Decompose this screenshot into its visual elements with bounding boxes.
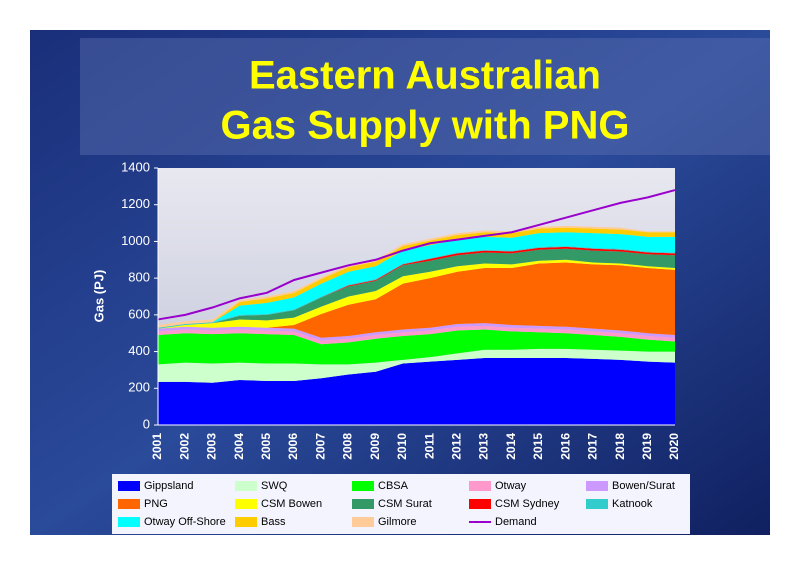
- x-tick-label: 2013: [477, 433, 491, 460]
- y-tick-label: 400: [128, 343, 150, 358]
- legend-label: Gilmore: [378, 516, 417, 528]
- legend-label: Bass: [261, 516, 286, 528]
- legend-swatch: [235, 481, 257, 491]
- x-tick-label: 2009: [368, 433, 382, 460]
- x-tick-label: 2019: [640, 433, 654, 460]
- x-tick-label: 2015: [531, 433, 545, 460]
- legend-label: Gippsland: [144, 480, 194, 492]
- legend-swatch: [586, 499, 608, 509]
- y-tick-label: 0: [143, 416, 150, 431]
- demand-line: [157, 189, 676, 321]
- legend-label: Otway: [495, 480, 527, 492]
- x-tick-label: 2006: [286, 433, 300, 460]
- chart-subtitle: Gas Supply with PNG: [221, 104, 630, 148]
- y-tick-label: 800: [128, 270, 150, 285]
- x-tick-label: 2007: [313, 433, 327, 460]
- y-tick-label: 1200: [121, 196, 150, 211]
- legend-label: Katnook: [612, 498, 653, 510]
- legend-label: CSM Surat: [378, 498, 432, 510]
- area: [158, 357, 675, 425]
- x-tick-label: 2008: [341, 433, 355, 460]
- legend-swatch: [469, 499, 491, 509]
- y-axis-label: Gas (PJ): [91, 270, 106, 323]
- legend-label: Otway Off-Shore: [144, 516, 226, 528]
- area: [158, 323, 675, 341]
- y-tick-label: 600: [128, 306, 150, 321]
- legend-label: CBSA: [378, 480, 409, 492]
- legend-label: CSM Bowen: [261, 498, 322, 510]
- x-tick-label: 2016: [558, 433, 572, 460]
- title-band: [80, 38, 770, 155]
- legend-label: Demand: [495, 516, 537, 528]
- area: [158, 329, 675, 365]
- x-tick-label: 2020: [667, 433, 681, 460]
- area: [158, 348, 675, 383]
- x-tick-label: 2011: [422, 433, 436, 459]
- area: [158, 262, 675, 338]
- legend-swatch: [235, 517, 257, 527]
- legend-label: SWQ: [261, 480, 288, 492]
- legend-swatch: [469, 481, 491, 491]
- x-tick-label: 2012: [449, 433, 463, 460]
- legend-swatch: [352, 517, 374, 527]
- legend-swatch: [118, 499, 140, 509]
- x-tick-label: 2014: [504, 433, 518, 460]
- legend-swatch: [118, 517, 140, 527]
- y-tick-label: 1400: [121, 159, 150, 174]
- x-tick-label: 2004: [232, 433, 246, 460]
- y-tick-label: 200: [128, 380, 150, 395]
- legend-label: Bowen/Surat: [612, 480, 675, 492]
- legend-label: CSM Sydney: [495, 498, 560, 510]
- chart-title: Eastern Australian: [249, 54, 601, 98]
- legend-label: PNG: [144, 498, 168, 510]
- legend-swatch: [352, 481, 374, 491]
- legend-swatch: [586, 481, 608, 491]
- legend-swatch: [352, 499, 374, 509]
- legend-swatch: [118, 481, 140, 491]
- x-tick-label: 2005: [259, 433, 273, 460]
- legend-swatch: [235, 499, 257, 509]
- x-tick-label: 2003: [205, 433, 219, 460]
- x-tick-label: 2001: [150, 433, 164, 460]
- area: [158, 248, 675, 329]
- y-tick-label: 1000: [121, 233, 150, 248]
- x-tick-label: 2010: [395, 433, 409, 460]
- x-tick-label: 2002: [177, 433, 191, 460]
- x-tick-label: 2018: [613, 433, 627, 460]
- area: [158, 232, 675, 328]
- x-tick-label: 2017: [586, 433, 600, 460]
- area: [158, 325, 675, 345]
